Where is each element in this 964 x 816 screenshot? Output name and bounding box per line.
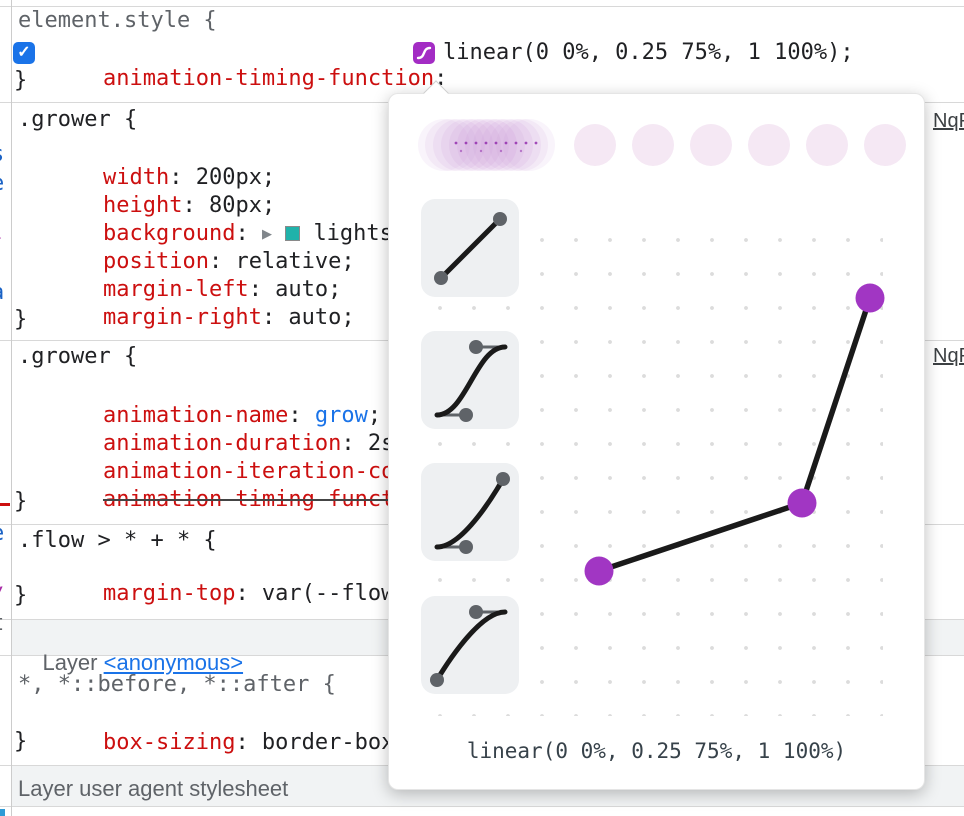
declaration-width[interactable]: width: 200px; (102, 165, 276, 190)
clipped-char: a (0, 281, 4, 305)
property-value-atf[interactable]: linear(0 0%, 0.25 75%, 1 100%); (443, 40, 854, 65)
easing-editor-popup: linear(0 0%, 0.25 75%, 1 100%) (388, 80, 925, 790)
declaration-position[interactable]: position: relative; (102, 249, 355, 274)
easing-curve-line (596, 295, 873, 574)
closing-brace: } (14, 489, 28, 514)
preset-linear-icon (434, 212, 507, 285)
clipped-char: e (0, 172, 4, 196)
rule-selector[interactable]: .grower { (18, 344, 138, 369)
easing-curve-canvas (584, 283, 885, 586)
animation-name-value[interactable]: grow (314, 403, 368, 428)
preview-frame-circles (574, 124, 906, 166)
declaration-animation-name[interactable]: animation-name: grow; (102, 403, 382, 428)
clipped-red-mark (0, 503, 10, 506)
declaration-margin-left[interactable]: margin-left: auto; (102, 277, 342, 302)
section-divider (0, 6, 964, 7)
clipped-char: / (0, 585, 4, 609)
pane-border (11, 0, 12, 816)
preset-linear[interactable] (421, 199, 519, 297)
declaration-height[interactable]: height: 80px; (102, 193, 276, 218)
declaration-margin-right[interactable]: margin-right: auto; (102, 305, 355, 330)
left-pane-sliver: s e - a e / t (0, 0, 11, 816)
layer-header: Layer <anonymous> (42, 650, 244, 675)
preset-ease-out[interactable] (421, 596, 519, 694)
rule-selector[interactable]: *, *::before, *::after { (18, 672, 336, 697)
curve-point-2[interactable] (855, 283, 885, 313)
closing-brace: } (14, 68, 28, 93)
clipped-blue-mark (0, 809, 5, 816)
property-name[interactable]: animation-timing-function (102, 66, 435, 91)
stylesheet-source-link[interactable]: NqP (933, 345, 964, 367)
section-divider (0, 806, 964, 807)
clipped-char: s (0, 143, 4, 167)
rule-selector[interactable]: element.style { (18, 8, 217, 33)
easing-function-label: linear(0 0%, 0.25 75%, 1 100%) (466, 739, 847, 763)
anonymous-layer-link[interactable]: <anonymous> (103, 650, 244, 675)
preset-ease-out-icon (430, 605, 508, 687)
preset-ease-in[interactable] (421, 463, 519, 561)
declaration-animation-duration[interactable]: animation-duration: 2s; (102, 431, 408, 456)
closing-brace: } (14, 307, 28, 332)
rule-selector[interactable]: .grower { (18, 107, 138, 132)
expand-triangle-icon[interactable]: ▶ (261, 226, 272, 241)
curve-point-1[interactable] (787, 488, 817, 518)
clipped-char: t (0, 612, 4, 636)
preset-ease-in-out[interactable] (421, 331, 519, 429)
clipped-char: e (0, 522, 4, 546)
preset-ease-in-out-icon (434, 340, 508, 422)
bezier-curve-glyph (416, 46, 432, 60)
closing-brace: } (14, 583, 28, 608)
animation-preview-strip (418, 119, 906, 171)
property-checkbox[interactable]: ✓ (13, 42, 35, 64)
clipped-char: - (0, 226, 4, 250)
curve-point-0[interactable] (584, 556, 614, 586)
preset-ease-in-icon (434, 472, 510, 554)
color-swatch[interactable] (285, 226, 301, 241)
bezier-easing-icon[interactable] (413, 42, 435, 64)
declaration-atf[interactable]: animation-timing-function: (102, 66, 461, 91)
stylesheet-source-link[interactable]: NqP (933, 110, 964, 132)
layer-ua-header: Layer user agent stylesheet (18, 776, 289, 801)
closing-brace: } (14, 729, 28, 754)
declaration-box-sizing[interactable]: box-sizing: border-box; (102, 730, 408, 755)
rule-selector[interactable]: .flow > * + * { (18, 528, 217, 553)
